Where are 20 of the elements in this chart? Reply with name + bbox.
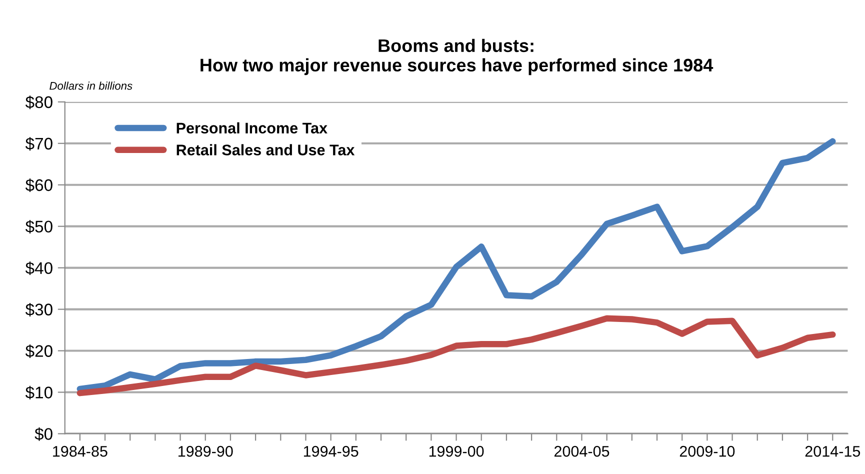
x-tick-label: 2004-05: [554, 446, 610, 457]
y-tick-label: $0: [34, 427, 52, 441]
y-tick-label: $80: [25, 96, 52, 110]
x-tick-label: 1994-95: [304, 446, 358, 457]
y-tick-label: $40: [25, 262, 52, 276]
y-tick-label: $20: [25, 344, 52, 358]
x-tick-label: 1999-00: [429, 446, 484, 457]
chart-title: Booms and busts: How two major revenue sources have performed since 1984: [200, 38, 714, 76]
legend-label: Retail Sales and Use Tax: [176, 144, 355, 156]
x-tick-label: 1989-90: [178, 446, 233, 457]
x-tick-label: 1984-85: [53, 446, 108, 457]
x-tick-label: 2014-15: [805, 446, 860, 457]
y-tick-label: $50: [25, 220, 52, 234]
y-axis-title: Dollars in billions: [50, 82, 132, 90]
y-tick-label: $60: [25, 178, 52, 192]
legend-label: Personal Income Tax: [176, 122, 328, 134]
y-tick-label: $30: [25, 302, 52, 316]
y-tick-label: $70: [25, 137, 52, 151]
y-tick-label: $10: [25, 386, 52, 400]
x-tick-label: 2009-10: [680, 446, 735, 457]
